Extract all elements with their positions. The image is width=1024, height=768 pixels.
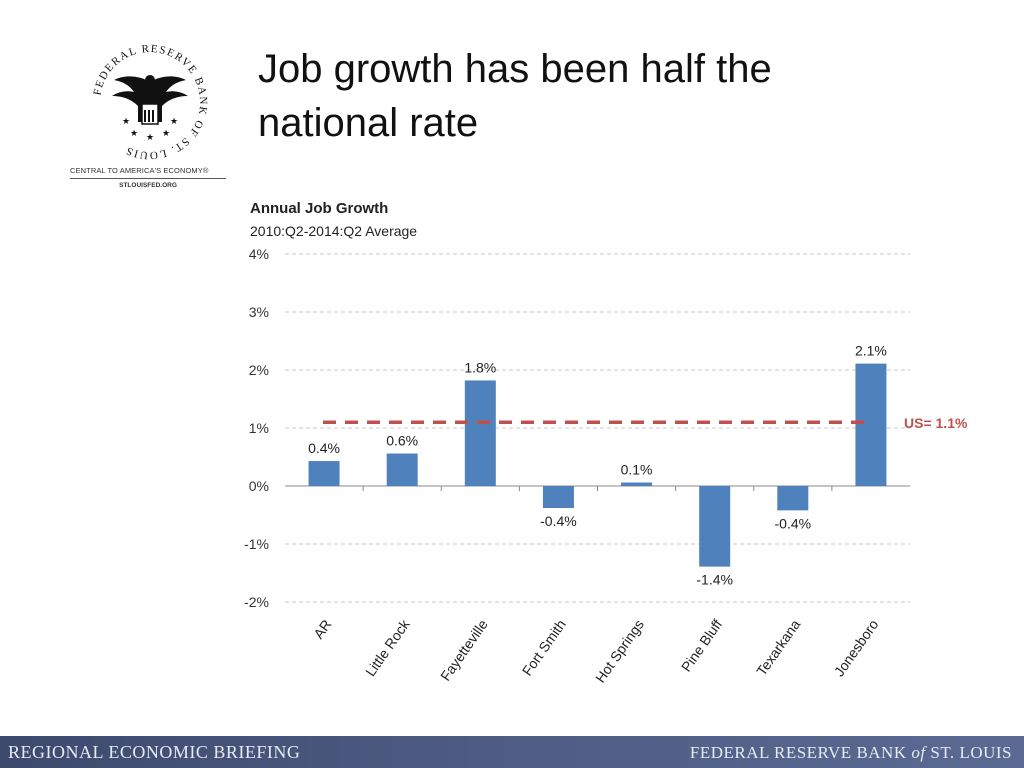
y-tick-label: 4% — [249, 246, 269, 262]
data-label: 2.1% — [855, 343, 887, 359]
data-label: -0.4% — [775, 515, 812, 531]
y-tick-label: -2% — [244, 594, 269, 610]
footer-right-text: FEDERAL RESERVE BANK of ST. LOUIS — [690, 743, 1012, 763]
category-label: Pine Bluff — [678, 616, 725, 674]
data-label: -1.4% — [696, 572, 733, 588]
logo-site: STLOUISFED.ORG — [119, 182, 177, 189]
footer-right-of: of — [911, 743, 926, 762]
y-tick-label: 3% — [249, 304, 269, 320]
data-label: 0.6% — [386, 433, 418, 449]
slide-title-line1: Job growth has been half the — [258, 47, 772, 91]
bar — [777, 486, 809, 511]
footer-right-post: ST. LOUIS — [925, 743, 1012, 762]
svg-text:★: ★ — [146, 133, 154, 143]
logo-divider — [70, 178, 226, 179]
bar — [464, 380, 496, 486]
category-label: AR — [310, 617, 334, 642]
y-tick-label: -1% — [244, 536, 269, 552]
data-label: 0.1% — [621, 462, 653, 478]
svg-text:★: ★ — [130, 129, 138, 139]
category-label: Jonesboro — [831, 616, 882, 679]
bar — [308, 461, 340, 486]
svg-text:★: ★ — [162, 129, 170, 139]
footer-left-text: REGIONAL ECONOMIC BRIEFING — [8, 742, 301, 762]
chart-title: Annual Job Growth — [250, 200, 389, 217]
slide-title: Job growth has been half the national ra… — [258, 42, 958, 150]
chart-subtitle: 2010:Q2-2014:Q2 Average — [250, 223, 418, 239]
category-label: Texarkana — [753, 616, 803, 678]
bar — [542, 486, 574, 509]
data-label: -0.4% — [540, 513, 577, 529]
y-tick-label: 2% — [249, 362, 269, 378]
job-growth-chart: 4% 3% 2% 1% 0% -1% -2% 0.4% AR 0.6% Little Rock 1.8… — [244, 246, 968, 686]
y-tick-label: 1% — [249, 420, 269, 436]
data-label: 0.4% — [308, 440, 340, 456]
slide-title-line2: national rate — [258, 101, 479, 145]
bar — [386, 453, 418, 486]
footer-bar: REGIONAL ECONOMIC BRIEFING FEDERAL RESER… — [0, 736, 1024, 768]
bar — [855, 363, 887, 486]
bar — [621, 482, 653, 486]
fed-logo: FEDERAL RESERVE BANK OF ST. LOUIS ★ ★ ★ … — [70, 30, 230, 195]
eagle-seal-icon: FEDERAL RESERVE BANK OF ST. LOUIS ★ ★ ★ … — [91, 43, 207, 161]
svg-text:★: ★ — [170, 117, 178, 127]
category-label: Fort Smith — [519, 617, 569, 679]
data-label: 1.8% — [464, 359, 496, 375]
category-label: Hot Springs — [592, 617, 647, 686]
category-label: Fayetteville — [437, 616, 491, 683]
logo-tagline: CENTRAL TO AMERICA'S ECONOMY® — [70, 166, 209, 175]
us-reference-label: US= 1.1% — [904, 415, 968, 431]
bar — [699, 486, 731, 567]
footer-right-pre: FEDERAL RESERVE BANK — [689, 743, 912, 762]
category-label: Little Rock — [362, 616, 413, 680]
y-tick-label: 0% — [249, 478, 269, 494]
svg-text:★: ★ — [122, 117, 130, 127]
